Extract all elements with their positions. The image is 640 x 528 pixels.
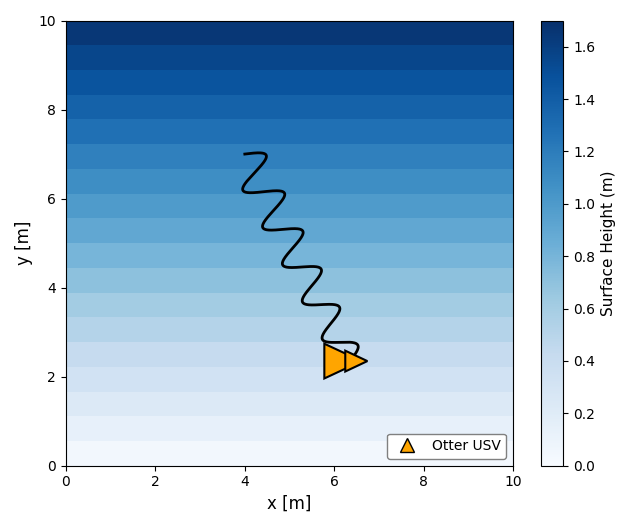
Bar — [66, 95, 513, 119]
Polygon shape — [345, 351, 367, 372]
Bar — [66, 268, 513, 293]
Bar — [66, 317, 513, 342]
Polygon shape — [324, 344, 362, 379]
X-axis label: x [m]: x [m] — [268, 495, 312, 513]
Bar — [66, 293, 513, 317]
Bar — [66, 144, 513, 169]
Bar — [66, 367, 513, 392]
Bar — [66, 119, 513, 144]
Bar — [66, 416, 513, 441]
Y-axis label: y [m]: y [m] — [15, 221, 33, 265]
Bar — [66, 219, 513, 243]
Bar — [66, 21, 513, 45]
Bar — [66, 342, 513, 367]
Bar — [66, 45, 513, 70]
Bar — [66, 243, 513, 268]
Legend: Otter USV: Otter USV — [387, 433, 506, 459]
Bar — [66, 70, 513, 95]
Bar — [66, 392, 513, 416]
Bar — [66, 169, 513, 194]
Y-axis label: Surface Height (m): Surface Height (m) — [601, 171, 616, 316]
Bar — [66, 441, 513, 466]
Bar — [66, 194, 513, 219]
